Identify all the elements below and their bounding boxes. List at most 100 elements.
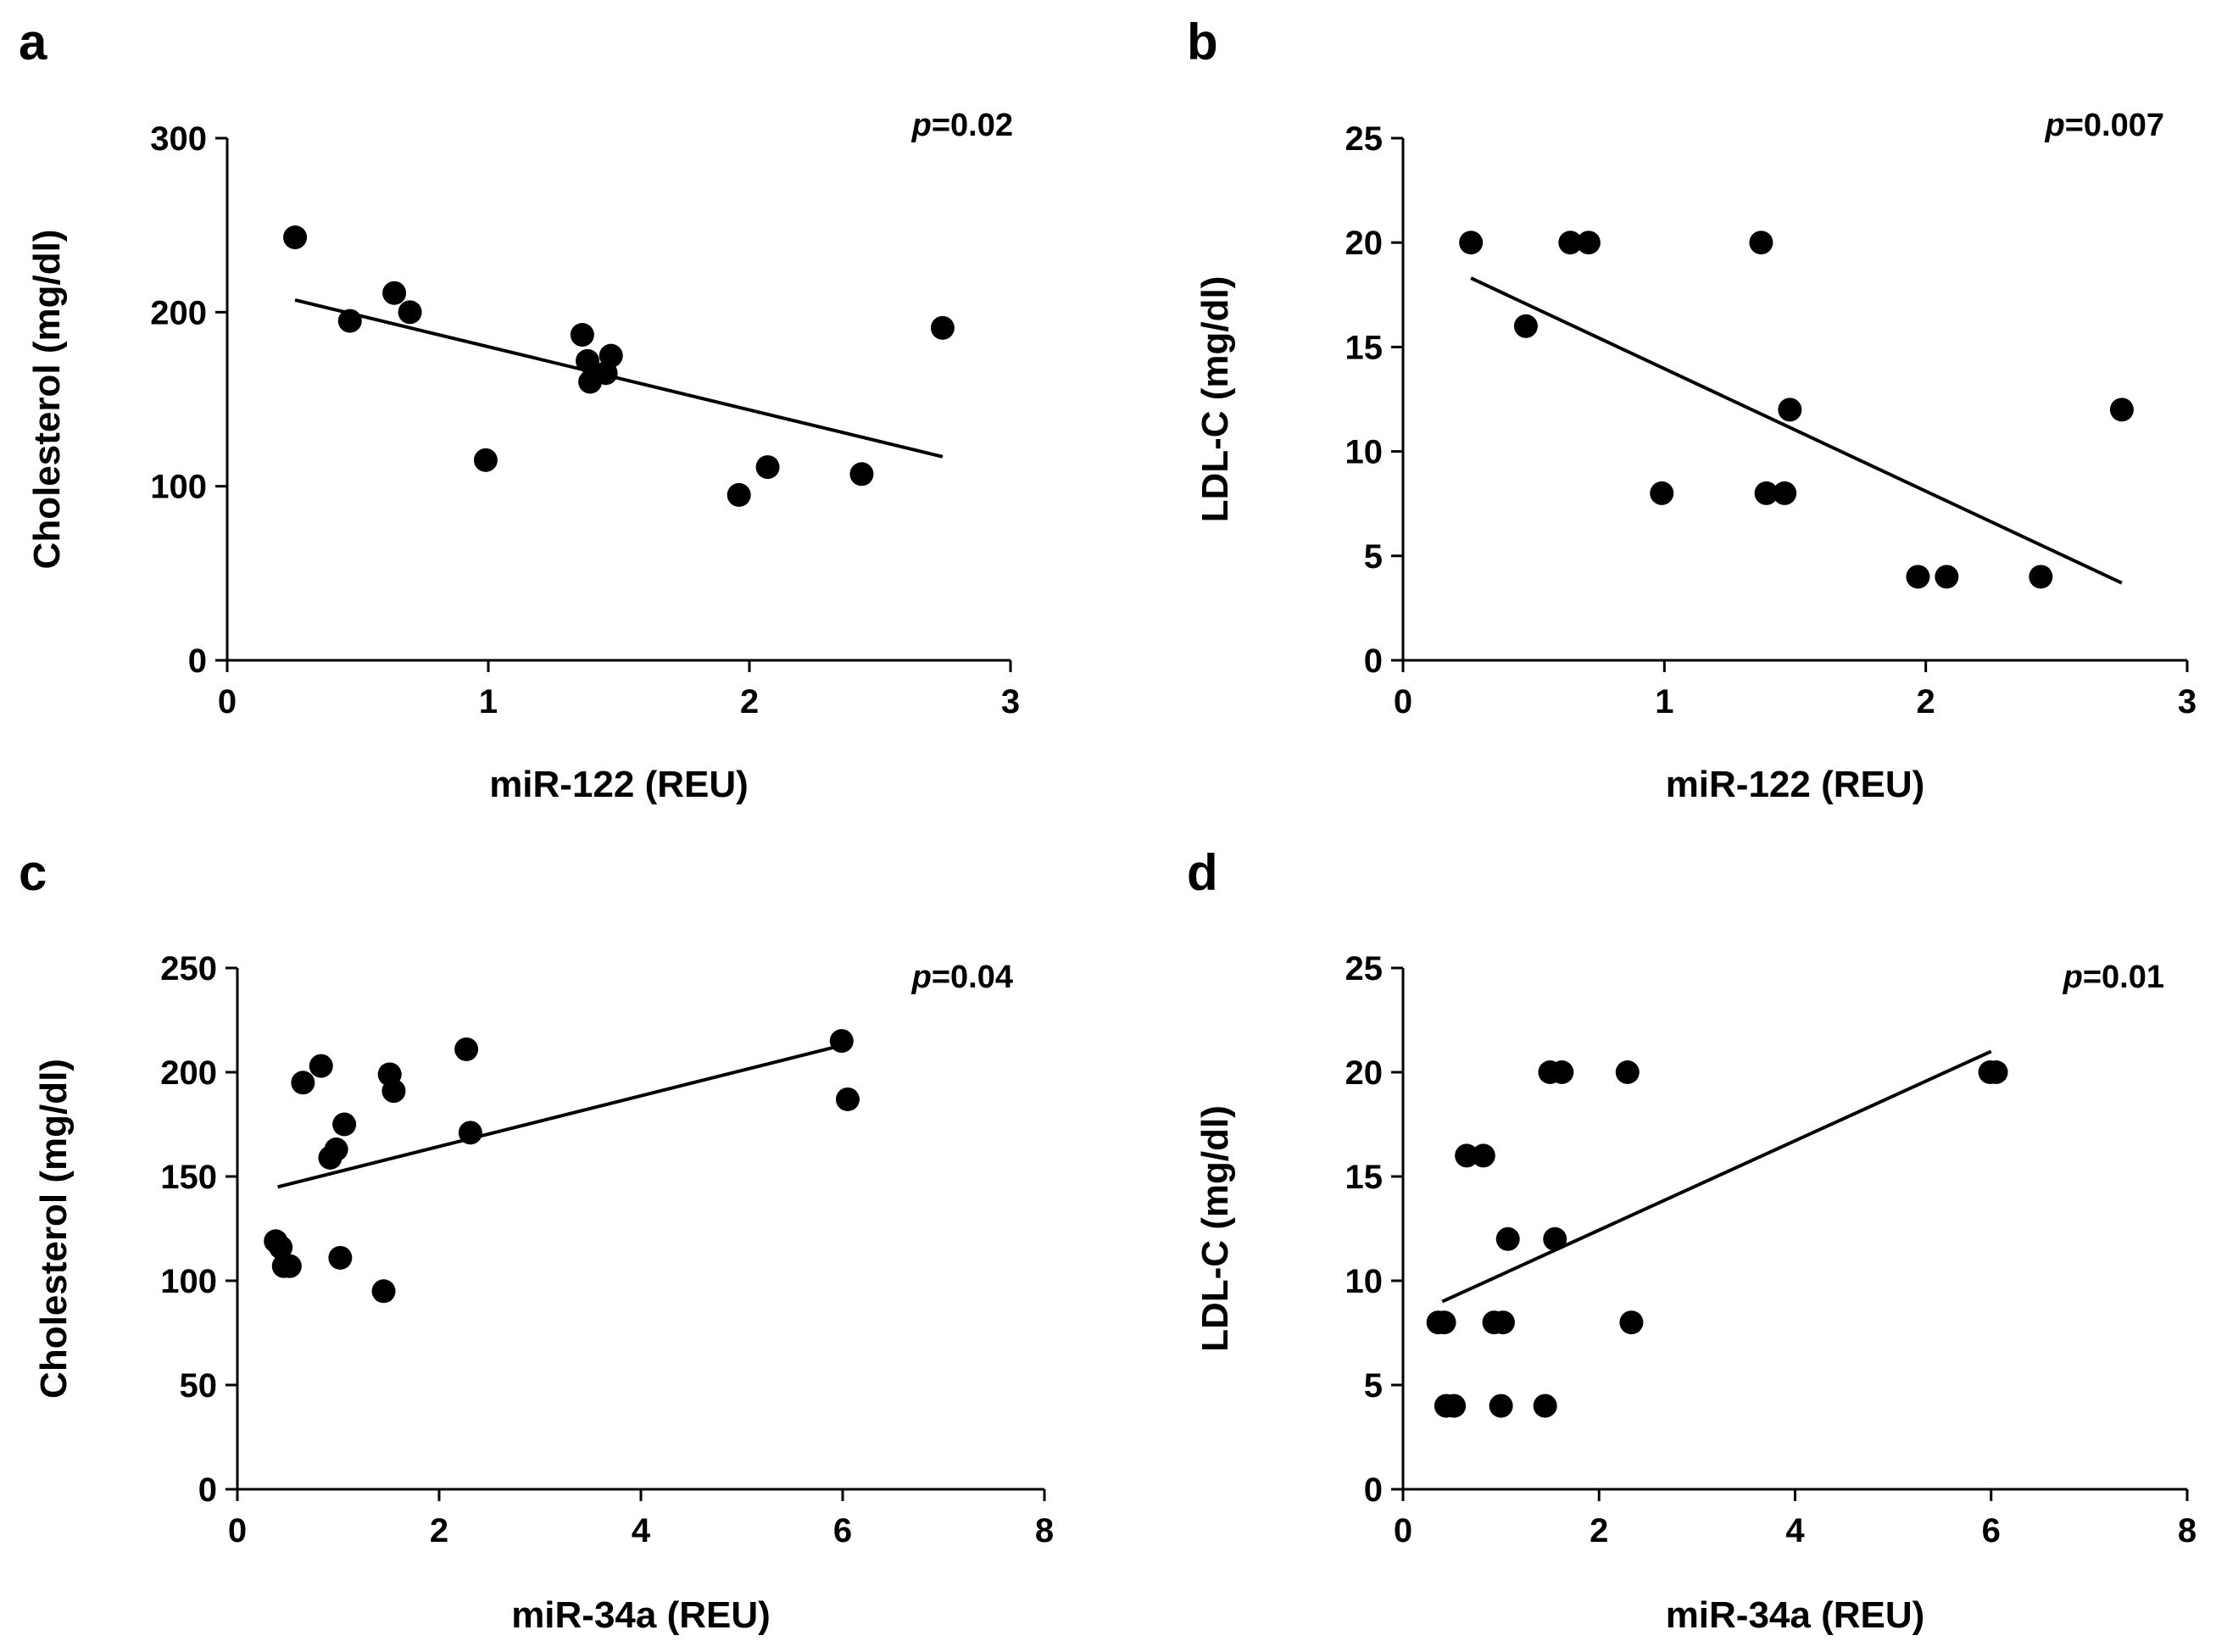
data-point (1749, 231, 1773, 255)
x-axis-label: miR-122 (REU) (1666, 764, 1925, 805)
x-tick-label: 2 (1917, 683, 1935, 720)
panel-letter: b (1187, 14, 1218, 70)
x-tick-label: 0 (218, 683, 237, 720)
y-tick-label: 10 (1345, 434, 1384, 471)
p-value-text: =0.04 (932, 959, 1013, 995)
panel-letter: a (19, 14, 47, 70)
x-axis-label: miR-122 (REU) (489, 764, 749, 805)
p-value-annotation: p=0.04 (911, 959, 1013, 995)
data-point (1471, 1143, 1495, 1168)
data-point (1455, 1143, 1479, 1168)
data-point (1490, 1310, 1515, 1335)
data-point (1550, 1060, 1574, 1084)
regression-line (277, 1043, 844, 1189)
x-tick-label: 2 (1590, 1512, 1608, 1549)
data-point (1619, 1310, 1644, 1335)
x-tick-label: 8 (1035, 1512, 1054, 1549)
data-point (291, 1071, 315, 1095)
data-point (570, 323, 594, 348)
data-point (2109, 398, 2134, 422)
y-tick-label: 5 (1364, 538, 1383, 576)
x-tick-label: 0 (1394, 683, 1412, 720)
p-symbol: p (2044, 108, 2064, 143)
data-point (458, 1121, 482, 1145)
data-point (2029, 565, 2053, 589)
y-axis-label: Cholesterol (mg/dl) (26, 230, 68, 570)
y-tick-label: 100 (150, 469, 207, 506)
data-point (1513, 314, 1538, 338)
y-tick-label: 250 (160, 950, 217, 987)
chart-panel-c: c 0 50 100 150 200 250 0 2 4 6 8 miR-34a (REU) Choles… (19, 844, 1054, 1636)
data-point (1778, 398, 1802, 422)
data-point (283, 225, 308, 250)
data-point (755, 455, 780, 480)
data-point (1442, 1393, 1467, 1418)
data-point (1489, 1393, 1513, 1418)
y-axis-label: LDL-C (mg/dl) (1194, 1105, 1236, 1352)
x-tick-label: 3 (2178, 683, 2197, 720)
data-point (1495, 1226, 1520, 1251)
data-point (829, 1029, 854, 1054)
data-point (1558, 231, 1583, 255)
data-point (1935, 565, 1959, 589)
x-tick-label: 6 (833, 1512, 852, 1549)
data-point (309, 1054, 333, 1078)
chart-panel-d: d 0 5 10 15 20 25 0 2 4 6 8 miR-34a (REU) LDL-C (mg/d… (1187, 844, 2197, 1636)
y-tick-label: 5 (1364, 1367, 1383, 1404)
y-tick-label: 20 (1345, 225, 1384, 262)
x-tick-label: 0 (1394, 1512, 1412, 1549)
x-tick-label: 3 (1001, 683, 1020, 720)
y-tick-label: 0 (1364, 642, 1383, 680)
regression-line (1441, 1049, 1992, 1304)
chart-panel-b: b 0 5 10 15 20 25 0 1 2 3 miR-122 (REU) LDL-C (mg/dl… (1187, 14, 2197, 805)
data-point (473, 448, 498, 472)
data-point (1773, 481, 1797, 505)
data-point (381, 1079, 406, 1104)
p-value-annotation: p=0.007 (2044, 108, 2164, 143)
data-point (1459, 231, 1484, 255)
data-point (1906, 565, 1930, 589)
y-tick-label: 100 (160, 1263, 217, 1300)
data-point (454, 1037, 479, 1061)
x-tick-label: 2 (740, 683, 759, 720)
y-tick-label: 200 (150, 294, 207, 331)
data-point (1576, 231, 1601, 255)
data-point (576, 348, 600, 373)
regression-line (294, 298, 944, 459)
y-axis-label: Cholesterol (mg/dl) (33, 1059, 75, 1399)
panel-letter: c (19, 844, 47, 901)
y-tick-label: 50 (180, 1367, 218, 1404)
y-tick-label: 0 (1364, 1471, 1383, 1509)
data-point (1754, 481, 1779, 505)
y-tick-label: 20 (1345, 1054, 1384, 1092)
x-tick-label: 4 (1785, 1512, 1805, 1549)
y-tick-label: 0 (198, 1471, 217, 1509)
data-point (1984, 1060, 2008, 1084)
data-point (1543, 1226, 1567, 1251)
p-value-annotation: p=0.01 (2063, 959, 2164, 995)
data-point (324, 1137, 348, 1162)
data-point (337, 309, 362, 333)
x-tick-label: 0 (228, 1512, 247, 1549)
x-tick-label: 1 (1655, 683, 1673, 720)
p-value-annotation: p=0.02 (911, 108, 1013, 143)
regression-line (1470, 276, 2123, 585)
x-tick-label: 8 (2178, 1512, 2197, 1549)
y-tick-label: 150 (160, 1159, 217, 1196)
data-point (1650, 481, 1674, 505)
data-point (398, 300, 422, 325)
data-point (1533, 1393, 1557, 1418)
x-tick-label: 4 (632, 1512, 651, 1549)
data-point (328, 1245, 353, 1270)
y-axis-label: LDL-C (mg/dl) (1194, 276, 1236, 523)
panel-letter: d (1187, 844, 1218, 901)
y-tick-label: 25 (1345, 950, 1384, 987)
y-tick-label: 300 (150, 120, 207, 158)
y-tick-label: 25 (1345, 120, 1384, 158)
p-symbol: p (911, 959, 932, 995)
x-axis-label: miR-34a (REU) (511, 1594, 771, 1636)
data-point (332, 1112, 357, 1137)
data-point (371, 1279, 396, 1304)
data-point (599, 343, 623, 368)
